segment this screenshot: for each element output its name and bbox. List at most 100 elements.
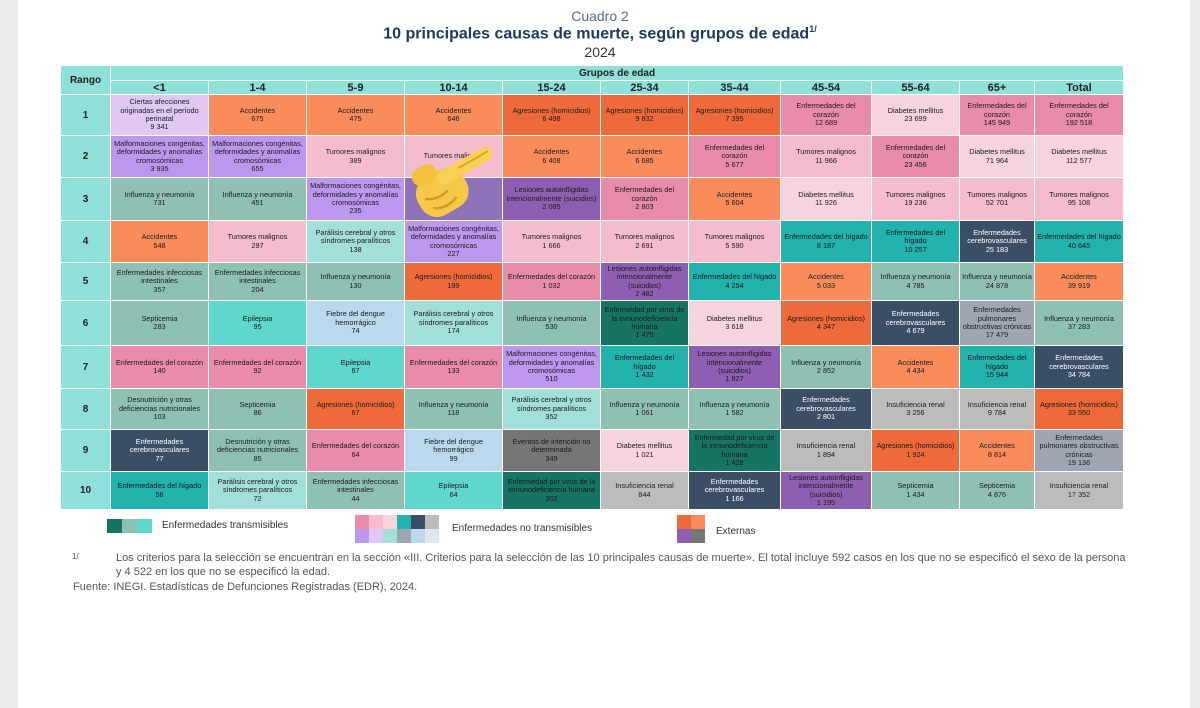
cause-name: Accidentes	[337, 105, 374, 115]
legend-label-no-transmisibles: Enfermedades no transmisibles	[452, 523, 593, 534]
cause-cell: Enfermedades del corazón 192 518	[1034, 94, 1124, 136]
table-label: Cuadro 2	[571, 8, 629, 24]
cause-name: Parálisis cerebral y otros síndromes par…	[511, 395, 592, 413]
cause-cell: Desnutrición y otras deficiencias nutric…	[208, 429, 307, 472]
cause-cell: Malformaciones congénitas, deformidades …	[110, 135, 209, 178]
cause-cell: Enfermedades pulmonares obstructivas cró…	[1034, 429, 1124, 472]
cause-name: Desnutrición y otras deficiencias nutric…	[216, 436, 299, 455]
cause-name: Enfermedades cerebrovasculares	[1049, 353, 1109, 371]
death-count: 5 604	[725, 198, 744, 207]
cause-name: Insuficiencia renal	[615, 481, 674, 491]
cause-cell: Enfermedades del hígado 15 944	[959, 345, 1035, 389]
cause-name: Agresiones (homicidios)	[414, 272, 493, 282]
cause-name: Enfermedades del hígado	[692, 272, 777, 282]
rank-cell: 9	[60, 429, 111, 472]
death-count: 64	[449, 489, 458, 499]
death-count: 2 803	[635, 202, 654, 212]
cause-name: Enfermedades del corazón	[796, 101, 856, 119]
cause-cell: Agresiones (homicidios) 4 347	[780, 300, 872, 346]
cause-cell: Accidentes 675	[208, 94, 307, 136]
death-count: 3 256	[906, 408, 925, 417]
death-count: 451	[251, 198, 264, 207]
cause-cell: Enfermedades infecciosas intestinales 44	[306, 471, 405, 510]
legend-swatch	[397, 529, 411, 543]
cause-cell: Enfermedades infecciosas intestinales 357	[110, 262, 209, 301]
cause-name: Enfermedades del corazón	[311, 441, 400, 451]
cause-cell: Enfermedades del hígado 10 257	[871, 220, 960, 263]
cause-name: Parálisis cerebral y otros síndromes par…	[217, 476, 298, 495]
cause-name: Accidentes	[141, 232, 178, 242]
cause-cell: Malformaciones congénitas, deformidades …	[306, 177, 405, 221]
death-count: 1 827	[725, 374, 744, 384]
rank-cell: 8	[60, 388, 111, 430]
cause-cell: Insuficiencia renal 1 894	[780, 429, 872, 472]
cause-cell: Diabetes mellitus 23 699	[871, 94, 960, 136]
cause-cell: Enfermedades cerebrovasculares 25 183	[959, 220, 1035, 263]
cause-name: Enfermedad por virus de la inmunodeficie…	[604, 305, 685, 331]
cause-cell: Agresiones (homicidios) 199	[404, 262, 503, 301]
cause-cell: Enfermedades infecciosas intestinales 204	[208, 262, 307, 301]
cause-cell: Diabetes mellitus 3 618	[688, 300, 781, 346]
cause-cell: Influenza y neumonía 530	[502, 300, 601, 346]
cause-name: Influenza y neumonía	[962, 272, 1032, 282]
cause-name: Accidentes	[808, 272, 844, 282]
cause-name: Lesiones autoinfligidas intencionalmente…	[506, 185, 597, 203]
cause-name: Agresiones (homicidios)	[316, 399, 395, 409]
death-count: 174	[447, 326, 460, 336]
cause-name: Eventos de intención no determinada	[512, 436, 591, 455]
death-count: 646	[447, 114, 460, 123]
legend-swatch	[397, 515, 411, 529]
legend-swatch	[369, 529, 383, 543]
death-count: 34 784	[1067, 370, 1091, 380]
cause-cell: Agresiones (homicidios) 1 924	[871, 429, 960, 472]
cause-name: Enfermedades del corazón	[507, 272, 596, 282]
cause-name: Enfermedades cerebrovasculares	[704, 476, 765, 495]
cause-name: Tumores malignos	[423, 151, 484, 161]
cause-cell: Diabetes mellitus 112 577	[1034, 135, 1124, 178]
cause-cell: Tumores malignos 19 236	[871, 177, 960, 221]
death-count: 1 475	[635, 330, 654, 340]
age-group-3: 10-14	[404, 80, 503, 95]
death-count: 4 679	[906, 326, 925, 336]
legend-swatch	[411, 529, 425, 543]
death-count: 1 428	[725, 457, 744, 467]
pointing-hand-emoji	[398, 122, 508, 227]
cause-name: Insuficiencia renal	[886, 399, 945, 409]
cause-cell: Enfermedades del corazón 23 456	[871, 135, 960, 178]
cause-cell: Enfermedad por virus de la inmunodeficie…	[502, 471, 601, 510]
cause-cell: Agresiones (homicidios) 67	[306, 388, 405, 430]
cause-cell: Accidentes 6 685	[600, 135, 689, 178]
cause-name: Diabetes mellitus	[969, 147, 1025, 157]
death-count: 8 187	[816, 240, 836, 250]
table-year: 2024	[584, 44, 616, 60]
death-count: 19 236	[904, 198, 927, 207]
cause-cell: Accidentes 548	[110, 220, 209, 263]
legend-swatch	[137, 519, 152, 533]
death-count: 192 518	[1065, 118, 1093, 128]
cause-cell: Accidentes 4 434	[871, 345, 960, 389]
cause-name: Accidentes	[533, 147, 570, 157]
cause-name: Septicemia	[978, 481, 1016, 491]
cause-name: Enfermedades del corazón	[967, 101, 1027, 119]
cause-cell: Tumores malignos 297	[208, 220, 307, 263]
cause-name: Enfermedades del hígado	[1037, 232, 1121, 242]
cause-cell: Influenza y neumonía 4 785	[871, 262, 960, 301]
cause-cell: Enfermedades del hígado 40 645	[1034, 220, 1124, 263]
cause-name: Tumores malignos	[704, 232, 765, 242]
cause-cell: Influenza y neumonía 1 061	[600, 388, 689, 430]
cause-cell: Enfermedades del hígado 8 187	[780, 220, 872, 263]
cause-name: Accidentes	[1061, 272, 1097, 282]
death-count: 199	[447, 280, 460, 290]
cause-name: Epilepsia	[438, 481, 469, 491]
death-count: 64	[351, 449, 360, 459]
cause-name: Influenza y neumonía	[791, 357, 861, 367]
cause-cell: Enfermedades del corazón 145 949	[959, 94, 1035, 136]
cause-cell: Enfermedades cerebrovasculares 4 679	[871, 300, 960, 346]
death-count: 4 876	[987, 489, 1007, 499]
table-row: 8 Desnutrición y otras deficiencias nutri…	[60, 388, 1124, 430]
legend-swatch	[355, 515, 369, 529]
death-count: 5 590	[725, 240, 744, 250]
cause-cell: Insuficiencia renal 17 352	[1034, 471, 1124, 510]
death-count: 74	[351, 326, 360, 336]
cause-name: Accidentes	[897, 357, 934, 367]
